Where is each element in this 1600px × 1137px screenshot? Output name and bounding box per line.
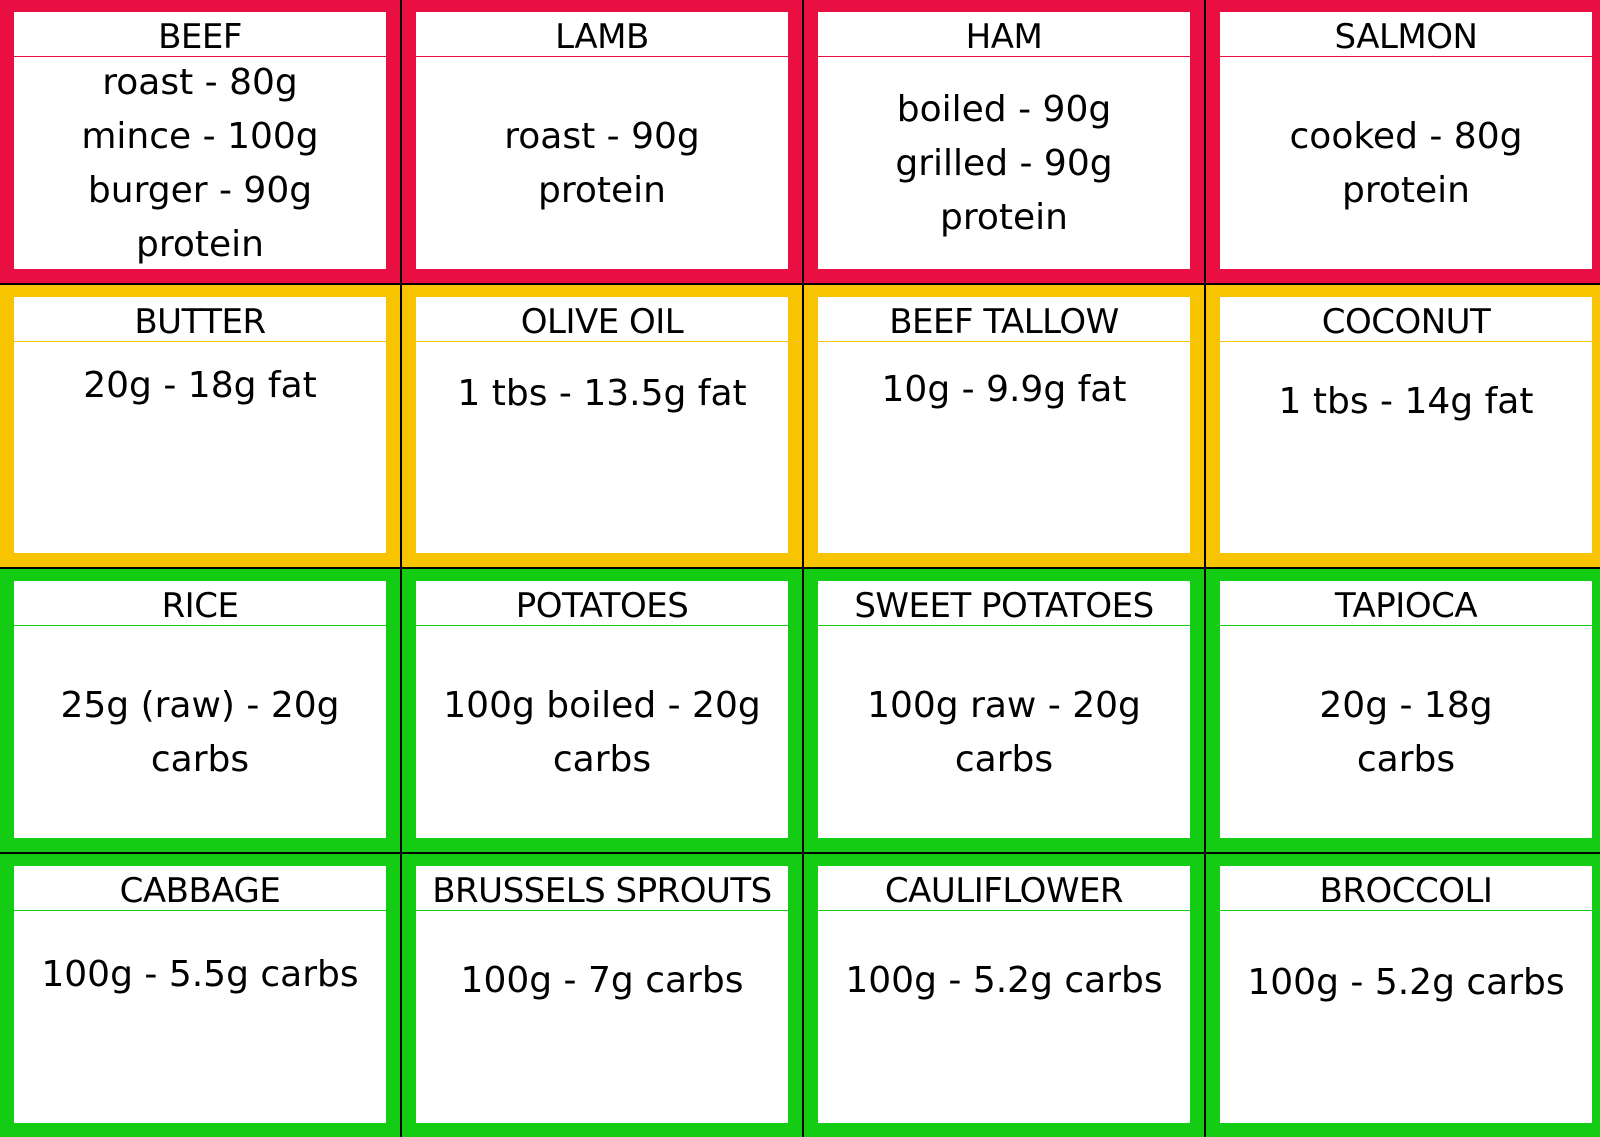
card-line: 20g - 18g fat — [83, 365, 317, 406]
card-line: roast - 90g — [504, 115, 700, 157]
card-ham: HAM boiled - 90g grilled - 90g protein — [804, 0, 1204, 283]
card-line: 100g raw - 20g — [867, 684, 1141, 726]
card-line: 20g - 18g — [1319, 684, 1493, 726]
card-line: grilled - 90g — [895, 142, 1113, 184]
card-line: 25g (raw) - 20g — [60, 684, 340, 726]
card-title: BRUSSELS SPROUTS — [432, 871, 772, 911]
card-line: 1 tbs - 13.5g fat — [457, 373, 747, 414]
card-line: 100g boiled - 20g — [443, 684, 761, 726]
card-line: 100g - 5.2g carbs — [1247, 962, 1565, 1003]
card-line: cooked - 80g — [1289, 115, 1523, 157]
card-line: protein — [538, 169, 666, 211]
card-line: carbs — [954, 738, 1054, 780]
card-beef: BEEF roast - 80g mince - 100g burger - 90g… — [0, 0, 400, 283]
card-line: protein — [1342, 169, 1470, 211]
card-lamb: LAMB roast - 90g protein — [402, 0, 802, 283]
card-line: carbs — [552, 738, 652, 780]
card-title: BROCCOLI — [1319, 871, 1493, 911]
card-line: burger - 90g — [87, 169, 313, 211]
card-line: protein — [940, 196, 1068, 238]
card-beef-tallow: BEEF TALLOW 10g - 9.9g fat — [804, 285, 1204, 567]
card-title: SWEET POTATOES — [854, 586, 1154, 626]
card-line: roast - 80g — [102, 61, 298, 103]
card-cabbage: CABBAGE 100g - 5.5g carbs — [0, 854, 400, 1137]
card-butter: BUTTER 20g - 18g fat — [0, 285, 400, 567]
card-title: CAULIFLOWER — [884, 871, 1124, 911]
card-brussels-sprouts: BRUSSELS SPROUTS 100g - 7g carbs — [402, 854, 802, 1137]
card-line: 100g - 5.2g carbs — [845, 960, 1163, 1001]
card-title: POTATOES — [515, 586, 689, 626]
card-title: COCONUT — [1321, 302, 1491, 342]
card-sweet-potatoes: SWEET POTATOES 100g raw - 20g carbs — [804, 569, 1204, 852]
card-coconut: COCONUT 1 tbs - 14g fat — [1206, 285, 1600, 567]
card-title: RICE — [161, 586, 239, 626]
card-line: 1 tbs - 14g fat — [1278, 381, 1534, 422]
card-cauliflower: CAULIFLOWER 100g - 5.2g carbs — [804, 854, 1204, 1137]
card-line: protein — [136, 223, 264, 265]
card-title: BEEF TALLOW — [889, 302, 1119, 342]
card-title: SALMON — [1334, 17, 1478, 57]
card-line: 100g - 5.5g carbs — [41, 954, 359, 995]
card-line: carbs — [1356, 738, 1456, 780]
card-title: CABBAGE — [119, 871, 281, 911]
card-title: OLIVE OIL — [520, 302, 684, 342]
card-salmon: SALMON cooked - 80g protein — [1206, 0, 1600, 283]
card-line: carbs — [150, 738, 250, 780]
card-line: 10g - 9.9g fat — [881, 369, 1127, 410]
card-title: TAPIOCA — [1334, 586, 1478, 626]
card-line: 100g - 7g carbs — [460, 960, 744, 1001]
card-title: HAM — [965, 17, 1043, 57]
card-title: BUTTER — [134, 302, 266, 342]
card-title: LAMB — [555, 17, 649, 57]
card-tapioca: TAPIOCA 20g - 18g carbs — [1206, 569, 1600, 852]
card-broccoli: BROCCOLI 100g - 5.2g carbs — [1206, 854, 1600, 1137]
card-title: BEEF — [158, 17, 242, 57]
card-potatoes: POTATOES 100g boiled - 20g carbs — [402, 569, 802, 852]
card-olive-oil: OLIVE OIL 1 tbs - 13.5g fat — [402, 285, 802, 567]
card-line: boiled - 90g — [896, 88, 1112, 130]
card-line: mince - 100g — [81, 115, 319, 157]
card-rice: RICE 25g (raw) - 20g carbs — [0, 569, 400, 852]
